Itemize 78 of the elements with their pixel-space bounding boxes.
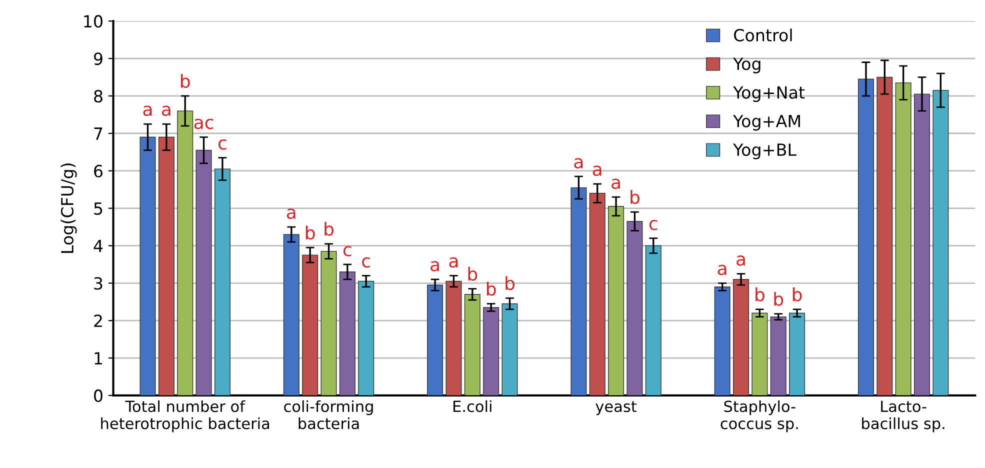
y-tick-label: 10 xyxy=(84,15,102,28)
data-label: a xyxy=(718,264,726,276)
bar xyxy=(770,316,786,396)
bar xyxy=(714,286,730,396)
legend-label: Yog+Nat xyxy=(733,86,805,102)
bar xyxy=(283,234,300,396)
bar xyxy=(876,76,893,396)
y-tick-label: 3 xyxy=(94,277,102,290)
y-tick-label: 0 xyxy=(94,389,102,402)
bar xyxy=(427,284,444,396)
data-label: a xyxy=(162,106,170,116)
data-label: b xyxy=(486,282,496,296)
y-tick-label: 4 xyxy=(94,240,103,252)
data-label: b xyxy=(468,266,478,281)
data-label: a xyxy=(736,255,745,266)
bar xyxy=(914,94,930,396)
data-label: c xyxy=(649,220,658,230)
data-label: a xyxy=(574,158,583,168)
bar xyxy=(177,110,194,396)
bar xyxy=(464,294,480,396)
y-tick-label: 7 xyxy=(94,128,102,140)
data-label: b xyxy=(181,74,190,88)
legend-label: Yog+AM xyxy=(733,114,800,131)
x-tick-label: Staphylo- coccus sp. xyxy=(720,400,798,432)
data-label: b xyxy=(506,276,514,290)
data-label: b xyxy=(774,292,784,306)
x-tick-label: coli-forming bacteria xyxy=(284,400,373,430)
bar xyxy=(858,78,874,396)
legend-label: Yog xyxy=(733,58,760,74)
bar xyxy=(789,312,806,396)
y-axis-title: Log(CFU/g) xyxy=(60,164,77,253)
data-label: c xyxy=(343,246,352,256)
y-tick-label: 2 xyxy=(94,314,102,327)
y-tick-label: 9 xyxy=(94,52,102,66)
data-label: b xyxy=(630,190,640,204)
data-label: b xyxy=(324,222,334,236)
data-label: a xyxy=(430,261,439,272)
data-label: b xyxy=(792,287,802,302)
bar xyxy=(895,82,912,396)
y-tick-label: 1 xyxy=(94,352,102,364)
y-tick-label: 6 xyxy=(94,164,103,178)
bar xyxy=(570,187,587,396)
bar xyxy=(158,136,174,396)
x-tick-label: yeast xyxy=(596,401,637,416)
data-label: a xyxy=(143,106,152,116)
bar xyxy=(140,136,156,396)
x-tick-label: Lacto- bacillus sp. xyxy=(862,400,944,432)
bar xyxy=(589,192,606,396)
bar xyxy=(446,280,462,396)
bar xyxy=(358,280,374,396)
data-label: a xyxy=(592,166,602,176)
data-label: ac xyxy=(194,118,214,130)
data-label: c xyxy=(362,257,370,268)
bar xyxy=(302,254,318,396)
bar xyxy=(502,303,518,396)
bar xyxy=(339,272,356,396)
legend-label: Yog+BL xyxy=(733,144,796,160)
bar xyxy=(733,279,750,396)
data-label: b xyxy=(306,226,315,240)
data-label: b xyxy=(756,287,764,302)
bar xyxy=(196,150,212,396)
data-label: a xyxy=(286,208,296,219)
data-label: a xyxy=(449,257,458,268)
bar xyxy=(932,90,949,396)
y-tick-label: 5 xyxy=(94,202,102,215)
y-tick-label: 8 xyxy=(94,90,102,103)
bar xyxy=(608,206,624,396)
bar xyxy=(645,245,662,396)
bar xyxy=(483,307,500,396)
bar xyxy=(320,250,337,396)
bar xyxy=(752,312,768,396)
data-label: a xyxy=(612,178,620,190)
data-label: c xyxy=(218,139,226,150)
legend-label: Control xyxy=(734,28,792,42)
bar xyxy=(626,221,643,396)
bar xyxy=(214,168,230,396)
x-tick-label: E.coli xyxy=(454,400,492,412)
x-tick-label: Total number of heterotrophic bacteria xyxy=(101,400,270,432)
